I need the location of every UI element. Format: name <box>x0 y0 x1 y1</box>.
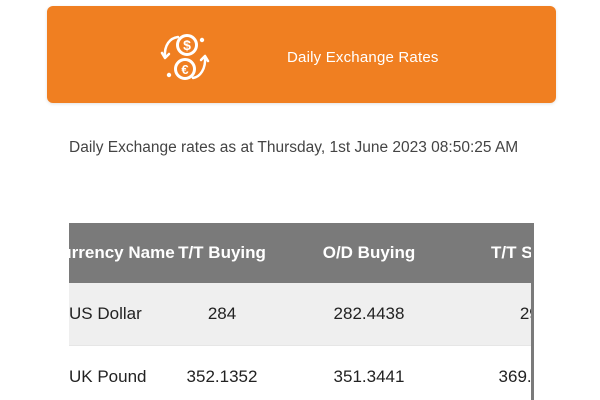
header-tt-selling: T/T Selling <box>491 243 533 262</box>
header-od-buying: O/D Buying <box>322 243 416 262</box>
tt-selling-value: 296 <box>519 304 533 323</box>
table-scroll-edge <box>531 223 534 400</box>
table-row: US Dollar 284 282.4438 296 <box>69 283 533 346</box>
currency-exchange-icon: $ € <box>160 34 210 80</box>
od-buying-value: 351.3441 <box>333 367 405 386</box>
od-buying-value: 282.4438 <box>333 304 405 323</box>
currency-name: UK Pound <box>69 367 147 386</box>
exchange-rates-table[interactable]: Currency Name T/T Buying O/D Buying T/T … <box>69 223 533 400</box>
svg-text:$: $ <box>183 37 191 53</box>
svg-text:€: € <box>181 62 188 77</box>
currency-name: US Dollar <box>69 304 142 323</box>
table-header-row: Currency Name T/T Buying O/D Buying T/T … <box>69 223 533 283</box>
tt-selling-value: 369.5950 <box>498 367 533 386</box>
page-title: Daily Exchange Rates <box>287 49 439 66</box>
tt-buying-value: 284 <box>207 304 237 323</box>
table-scroll-content: Currency Name T/T Buying O/D Buying T/T … <box>69 223 533 400</box>
table-row: UK Pound 352.1352 351.3441 369.5950 <box>69 346 533 400</box>
rates-timestamp: Daily Exchange rates as at Thursday, 1st… <box>69 139 519 156</box>
header-currency-name: Currency Name <box>69 243 175 262</box>
header-card: $ € Daily Exchange Rates <box>47 6 556 103</box>
header-tt-buying: T/T Buying <box>178 243 266 262</box>
tt-buying-value: 352.1352 <box>186 367 258 386</box>
